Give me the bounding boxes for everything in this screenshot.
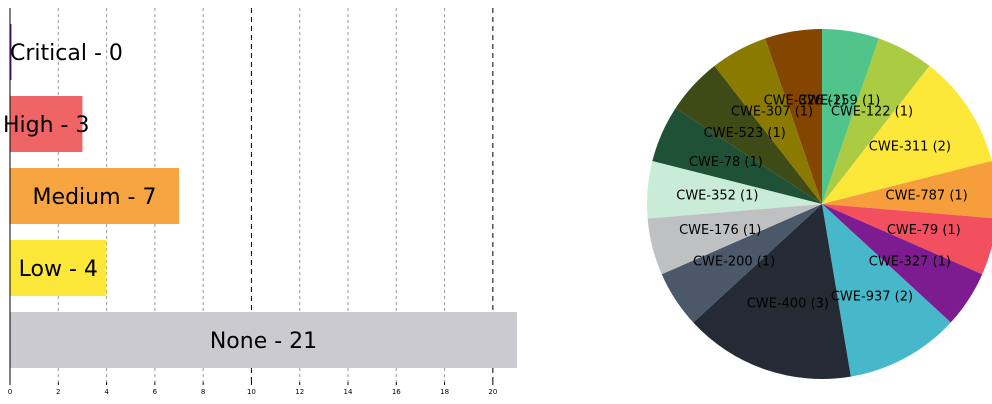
x-tick-label: 6	[153, 388, 158, 396]
x-tick-label: 4	[104, 388, 109, 396]
pie-slice-label: CWE-122 (1)	[831, 105, 913, 120]
x-tick-label: 0	[8, 388, 12, 396]
bar-label: None - 21	[210, 329, 317, 354]
cwe-pie-chart: CWE-259 (1)CWE-122 (1) CWE-311 (2) CWE-787…	[647, 29, 992, 379]
pie-slice-label: CWE-787 (1)	[886, 188, 968, 203]
bar-medium	[10, 168, 179, 224]
pie-slice	[822, 38, 930, 205]
bar-label: Low - 4	[19, 257, 98, 282]
bar-none	[10, 312, 517, 368]
pie-slice-label: CWE-352 (1)	[676, 188, 758, 203]
pie-slice	[822, 204, 983, 323]
pie-slice-label: CWE-311 (2)	[869, 140, 951, 155]
pie-slice	[693, 204, 851, 379]
pie-slice-label: CWE-307 (1)	[731, 105, 813, 120]
bar-label: Critical - 0	[10, 41, 123, 66]
x-tick-label: 2	[56, 388, 60, 396]
pie-slice	[647, 161, 822, 219]
pie-slice-label: CWE-400 (3)	[747, 296, 829, 311]
pie-slice	[822, 204, 951, 377]
bar-low	[10, 240, 107, 296]
pie-slice	[661, 204, 822, 323]
pie-slice	[647, 204, 822, 275]
pie-slice	[765, 29, 822, 204]
pie-slice	[822, 204, 992, 275]
bar-critical	[10, 24, 12, 80]
pie-slice	[714, 38, 822, 205]
pie-slice	[822, 65, 992, 204]
x-tick-label: 20	[488, 388, 497, 396]
x-tick-label: 8	[201, 388, 205, 396]
pie-slice	[822, 161, 992, 219]
x-tick-label: 12	[295, 388, 304, 396]
pie-slice-label: CWE-78 (1)	[689, 155, 763, 170]
pie-slice-label: CWE-176 (1)	[679, 223, 761, 238]
bar-label: High - 3	[3, 113, 90, 138]
pie-slice	[675, 65, 822, 204]
bar-high	[10, 96, 83, 152]
x-tick-label: 16	[392, 388, 401, 396]
pie-slice	[822, 29, 879, 204]
x-tick-label: 14	[344, 388, 353, 396]
bar-label: Medium - 7	[33, 185, 157, 210]
pie-slice-label: CWE-327 (1)	[869, 254, 951, 269]
pie-slice-label: CWE-259 (1)	[798, 93, 880, 108]
severity-bar-chart: Critical - 0 High - 3 Medium - 7 Low - 4 Non…	[3, 8, 517, 396]
pie-slice-label: CWE-200 (1)	[693, 254, 775, 269]
pie-slice-label: CWE-937 (2)	[831, 289, 913, 304]
pie-slice-label: CWE-79 (1)	[887, 223, 961, 238]
x-tick-label: 10	[247, 388, 256, 396]
pie-slice	[652, 108, 822, 204]
x-tick-label: 18	[440, 388, 449, 396]
pie-slice-label: CWE-326 (1)	[764, 93, 846, 108]
pie-slice-label: CWE-523 (1)	[704, 126, 786, 141]
